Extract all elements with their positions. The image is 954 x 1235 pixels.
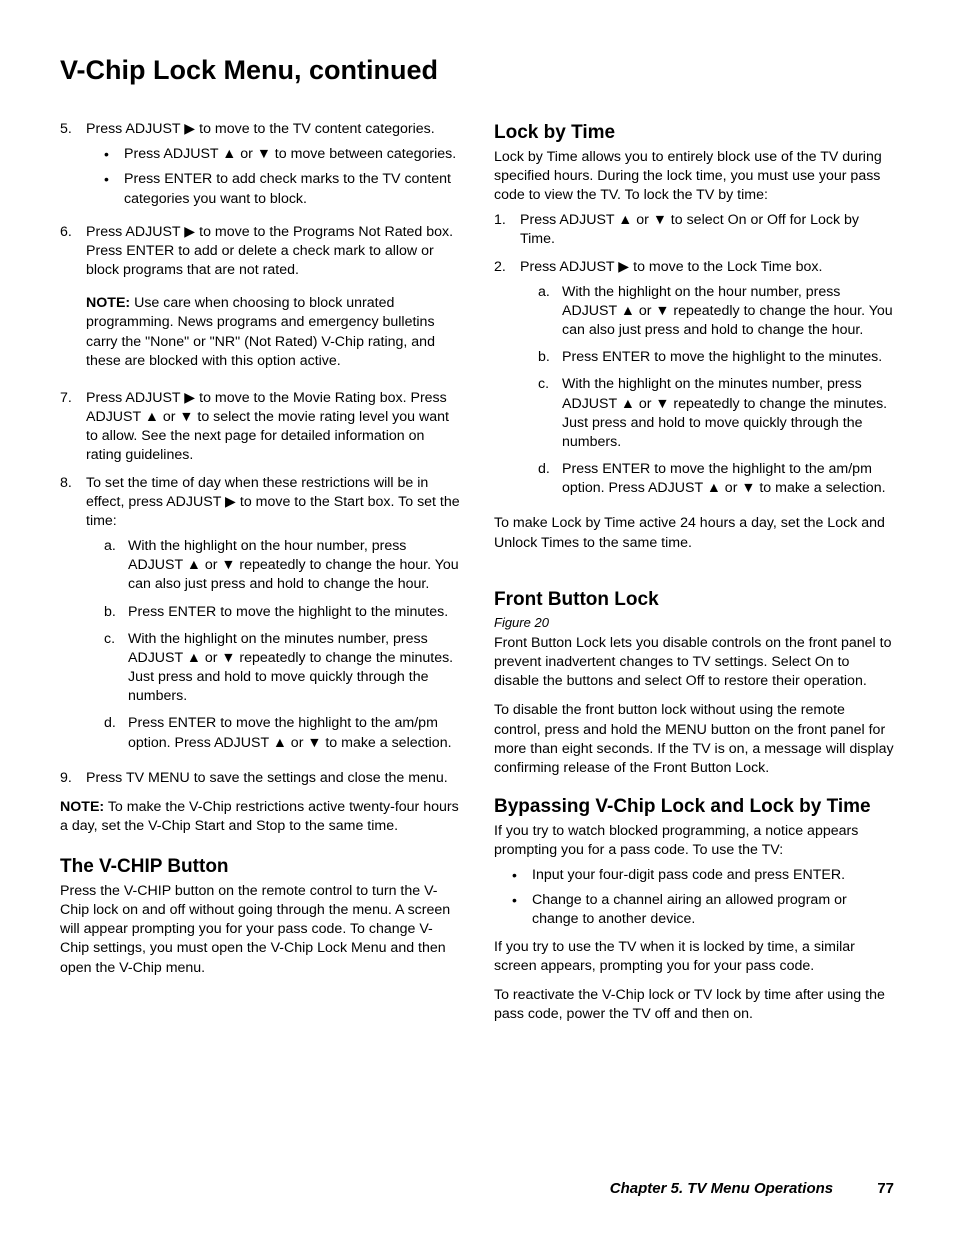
- step-number: 7.: [60, 389, 86, 466]
- step-text: To set the time of day when these restri…: [86, 475, 460, 529]
- content-columns: 5. Press ADJUST ▶ to move to the TV cont…: [60, 120, 894, 1034]
- fbl-figure: Figure 20: [494, 614, 894, 632]
- fbl-p2: To disable the front button lock without…: [494, 701, 894, 778]
- step-9: 9. Press TV MENU to save the settings an…: [60, 769, 460, 788]
- footer-page: 77: [877, 1180, 894, 1197]
- lockbytime-intro: Lock by Time allows you to entirely bloc…: [494, 148, 894, 206]
- bullet-item: Change to a channel airing an allowed pr…: [494, 891, 894, 929]
- step-6-note: NOTE: Use care when choosing to block un…: [86, 294, 460, 371]
- footer-chapter: Chapter 5. TV Menu Operations: [610, 1180, 833, 1197]
- bypass-p1: If you try to watch blocked programming,…: [494, 822, 894, 860]
- note-text: To make the V-Chip restrictions active t…: [60, 799, 459, 834]
- sub-c: c.With the highlight on the minutes numb…: [520, 375, 894, 452]
- lockbytime-steps: 1. Press ADJUST ▲ or ▼ to select On or O…: [494, 211, 894, 506]
- lockbytime-heading: Lock by Time: [494, 120, 894, 146]
- bypass-heading: Bypassing V-Chip Lock and Lock by Time: [494, 794, 894, 820]
- step-text: Press ADJUST ▶ to move to the Movie Rati…: [86, 390, 449, 464]
- step-5-bullets: Press ADJUST ▲ or ▼ to move between cate…: [86, 145, 460, 209]
- sub-b: b.Press ENTER to move the highlight to t…: [86, 603, 460, 622]
- step-number: 5.: [60, 120, 86, 215]
- page-title: V-Chip Lock Menu, continued: [60, 55, 894, 86]
- step-number: 6.: [60, 223, 86, 381]
- lbt-step-1: 1. Press ADJUST ▲ or ▼ to select On or O…: [494, 211, 894, 249]
- step-number: 8.: [60, 474, 86, 761]
- step-text: Press ADJUST ▶ to move to the Programs N…: [86, 224, 453, 278]
- step-text: Press TV MENU to save the settings and c…: [86, 770, 448, 786]
- vchip-button-body: Press the V-CHIP button on the remote co…: [60, 882, 460, 978]
- sub-d: d.Press ENTER to move the highlight to t…: [86, 714, 460, 752]
- step-5: 5. Press ADJUST ▶ to move to the TV cont…: [60, 120, 460, 215]
- bypass-p3: To reactivate the V-Chip lock or TV lock…: [494, 986, 894, 1024]
- bypass-bullets: Input your four-digit pass code and pres…: [494, 866, 894, 930]
- left-bottom-note: NOTE: To make the V-Chip restrictions ac…: [60, 798, 460, 836]
- bullet-item: Input your four-digit pass code and pres…: [494, 866, 894, 885]
- sub-c: c.With the highlight on the minutes numb…: [86, 630, 460, 707]
- left-steps: 5. Press ADJUST ▶ to move to the TV cont…: [60, 120, 460, 788]
- sub-a: a.With the highlight on the hour number,…: [86, 537, 460, 595]
- note-text: Use care when choosing to block unrated …: [86, 295, 435, 369]
- bullet-item: Press ENTER to add check marks to the TV…: [86, 170, 460, 208]
- sub-a: a.With the highlight on the hour number,…: [520, 283, 894, 341]
- step-8: 8. To set the time of day when these res…: [60, 474, 460, 761]
- step-text: Press ADJUST ▶ to move to the TV content…: [86, 121, 435, 137]
- note-label: NOTE:: [60, 799, 104, 815]
- lockbytime-outro: To make Lock by Time active 24 hours a d…: [494, 514, 894, 552]
- page-footer: Chapter 5. TV Menu Operations 77: [610, 1180, 894, 1197]
- left-column: 5. Press ADJUST ▶ to move to the TV cont…: [60, 120, 460, 1034]
- sub-d: d.Press ENTER to move the highlight to t…: [520, 460, 894, 498]
- sub-b: b.Press ENTER to move the highlight to t…: [520, 348, 894, 367]
- fbl-heading: Front Button Lock: [494, 587, 894, 613]
- note-label: NOTE:: [86, 295, 130, 311]
- step-8-sublist: a.With the highlight on the hour number,…: [86, 537, 460, 753]
- right-column: Lock by Time Lock by Time allows you to …: [494, 120, 894, 1034]
- vchip-button-heading: The V-CHIP Button: [60, 854, 460, 880]
- fbl-p1: Front Button Lock lets you disable contr…: [494, 634, 894, 692]
- lbt-step-2: 2. Press ADJUST ▶ to move to the Lock Ti…: [494, 258, 894, 507]
- step-number: 9.: [60, 769, 86, 788]
- step-6: 6. Press ADJUST ▶ to move to the Program…: [60, 223, 460, 381]
- bypass-p2: If you try to use the TV when it is lock…: [494, 938, 894, 976]
- bullet-item: Press ADJUST ▲ or ▼ to move between cate…: [86, 145, 460, 164]
- step-7: 7. Press ADJUST ▶ to move to the Movie R…: [60, 389, 460, 466]
- lbt-step-2-sublist: a.With the highlight on the hour number,…: [520, 283, 894, 499]
